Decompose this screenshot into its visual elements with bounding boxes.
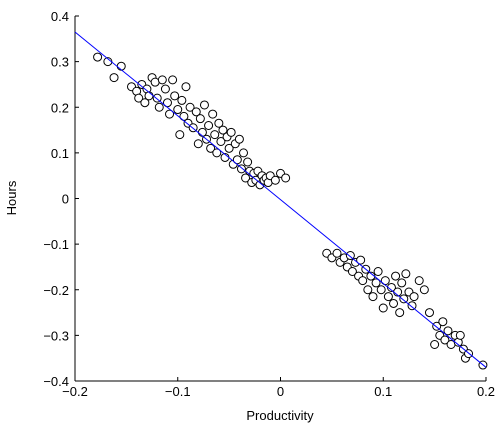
fit-line	[74, 31, 487, 368]
point	[140, 98, 150, 108]
point	[345, 251, 355, 261]
point	[440, 335, 450, 345]
point	[438, 317, 448, 327]
point	[212, 148, 222, 158]
point	[157, 75, 167, 85]
point	[363, 285, 373, 295]
point	[414, 276, 424, 286]
point	[204, 121, 214, 130]
point	[173, 105, 183, 115]
point	[270, 175, 280, 185]
point	[373, 267, 383, 276]
point	[162, 98, 172, 108]
point	[177, 95, 187, 105]
point	[191, 107, 201, 117]
point	[175, 130, 185, 140]
y-tick-label: −0.4	[43, 374, 69, 389]
point	[214, 118, 224, 128]
y-tick-label: 0.4	[51, 9, 69, 24]
point	[206, 143, 216, 153]
point	[160, 84, 170, 94]
point	[224, 143, 234, 153]
point	[376, 285, 386, 295]
y-tick-label: 0.2	[51, 100, 69, 115]
point	[239, 148, 249, 158]
y-tick-label: 0.3	[51, 55, 69, 70]
point	[409, 292, 419, 302]
point	[397, 278, 407, 288]
point	[389, 298, 399, 308]
point	[356, 255, 366, 265]
point	[347, 267, 357, 276]
y-tick-label: 0	[62, 192, 69, 207]
point	[368, 292, 378, 302]
point	[383, 292, 393, 302]
point	[371, 278, 381, 288]
point	[208, 109, 218, 119]
point	[424, 308, 434, 318]
point	[236, 164, 246, 174]
point	[358, 276, 368, 286]
point	[243, 157, 253, 167]
point	[134, 93, 144, 103]
y-tick-label: −0.3	[43, 328, 69, 343]
point	[419, 285, 429, 295]
point	[430, 340, 440, 349]
point	[378, 303, 388, 313]
point	[391, 271, 401, 281]
x-tick-label: 0.1	[374, 384, 392, 399]
point	[170, 91, 180, 101]
point	[210, 130, 220, 140]
point	[109, 73, 119, 83]
point	[455, 330, 465, 340]
point	[195, 114, 205, 124]
point	[232, 155, 242, 165]
point	[165, 109, 175, 119]
point	[332, 248, 342, 258]
y-axis-label: Hours	[4, 180, 19, 215]
point	[199, 100, 209, 110]
point	[226, 127, 236, 137]
point	[216, 136, 226, 146]
point	[395, 308, 405, 318]
y-tick-label: 0.1	[51, 146, 69, 161]
point	[241, 173, 251, 183]
x-tick-label: 0.2	[477, 384, 495, 399]
point	[181, 82, 191, 92]
x-tick-label: −0.1	[165, 384, 191, 399]
y-tick-label: −0.2	[43, 283, 69, 298]
point	[234, 134, 244, 144]
x-tick-label: 0	[277, 384, 284, 399]
x-axis-label: Productivity	[246, 408, 314, 423]
point	[407, 301, 417, 311]
point	[168, 75, 178, 85]
point	[443, 326, 453, 336]
point	[116, 61, 126, 71]
point	[401, 269, 411, 279]
point	[218, 125, 228, 135]
point	[144, 91, 154, 101]
point	[193, 139, 203, 149]
x-tick-label: −0.2	[62, 384, 88, 399]
y-tick-label: −0.1	[43, 237, 69, 252]
point	[93, 52, 103, 62]
point	[154, 102, 164, 112]
point	[399, 294, 409, 304]
point	[281, 173, 291, 183]
point	[185, 102, 195, 112]
